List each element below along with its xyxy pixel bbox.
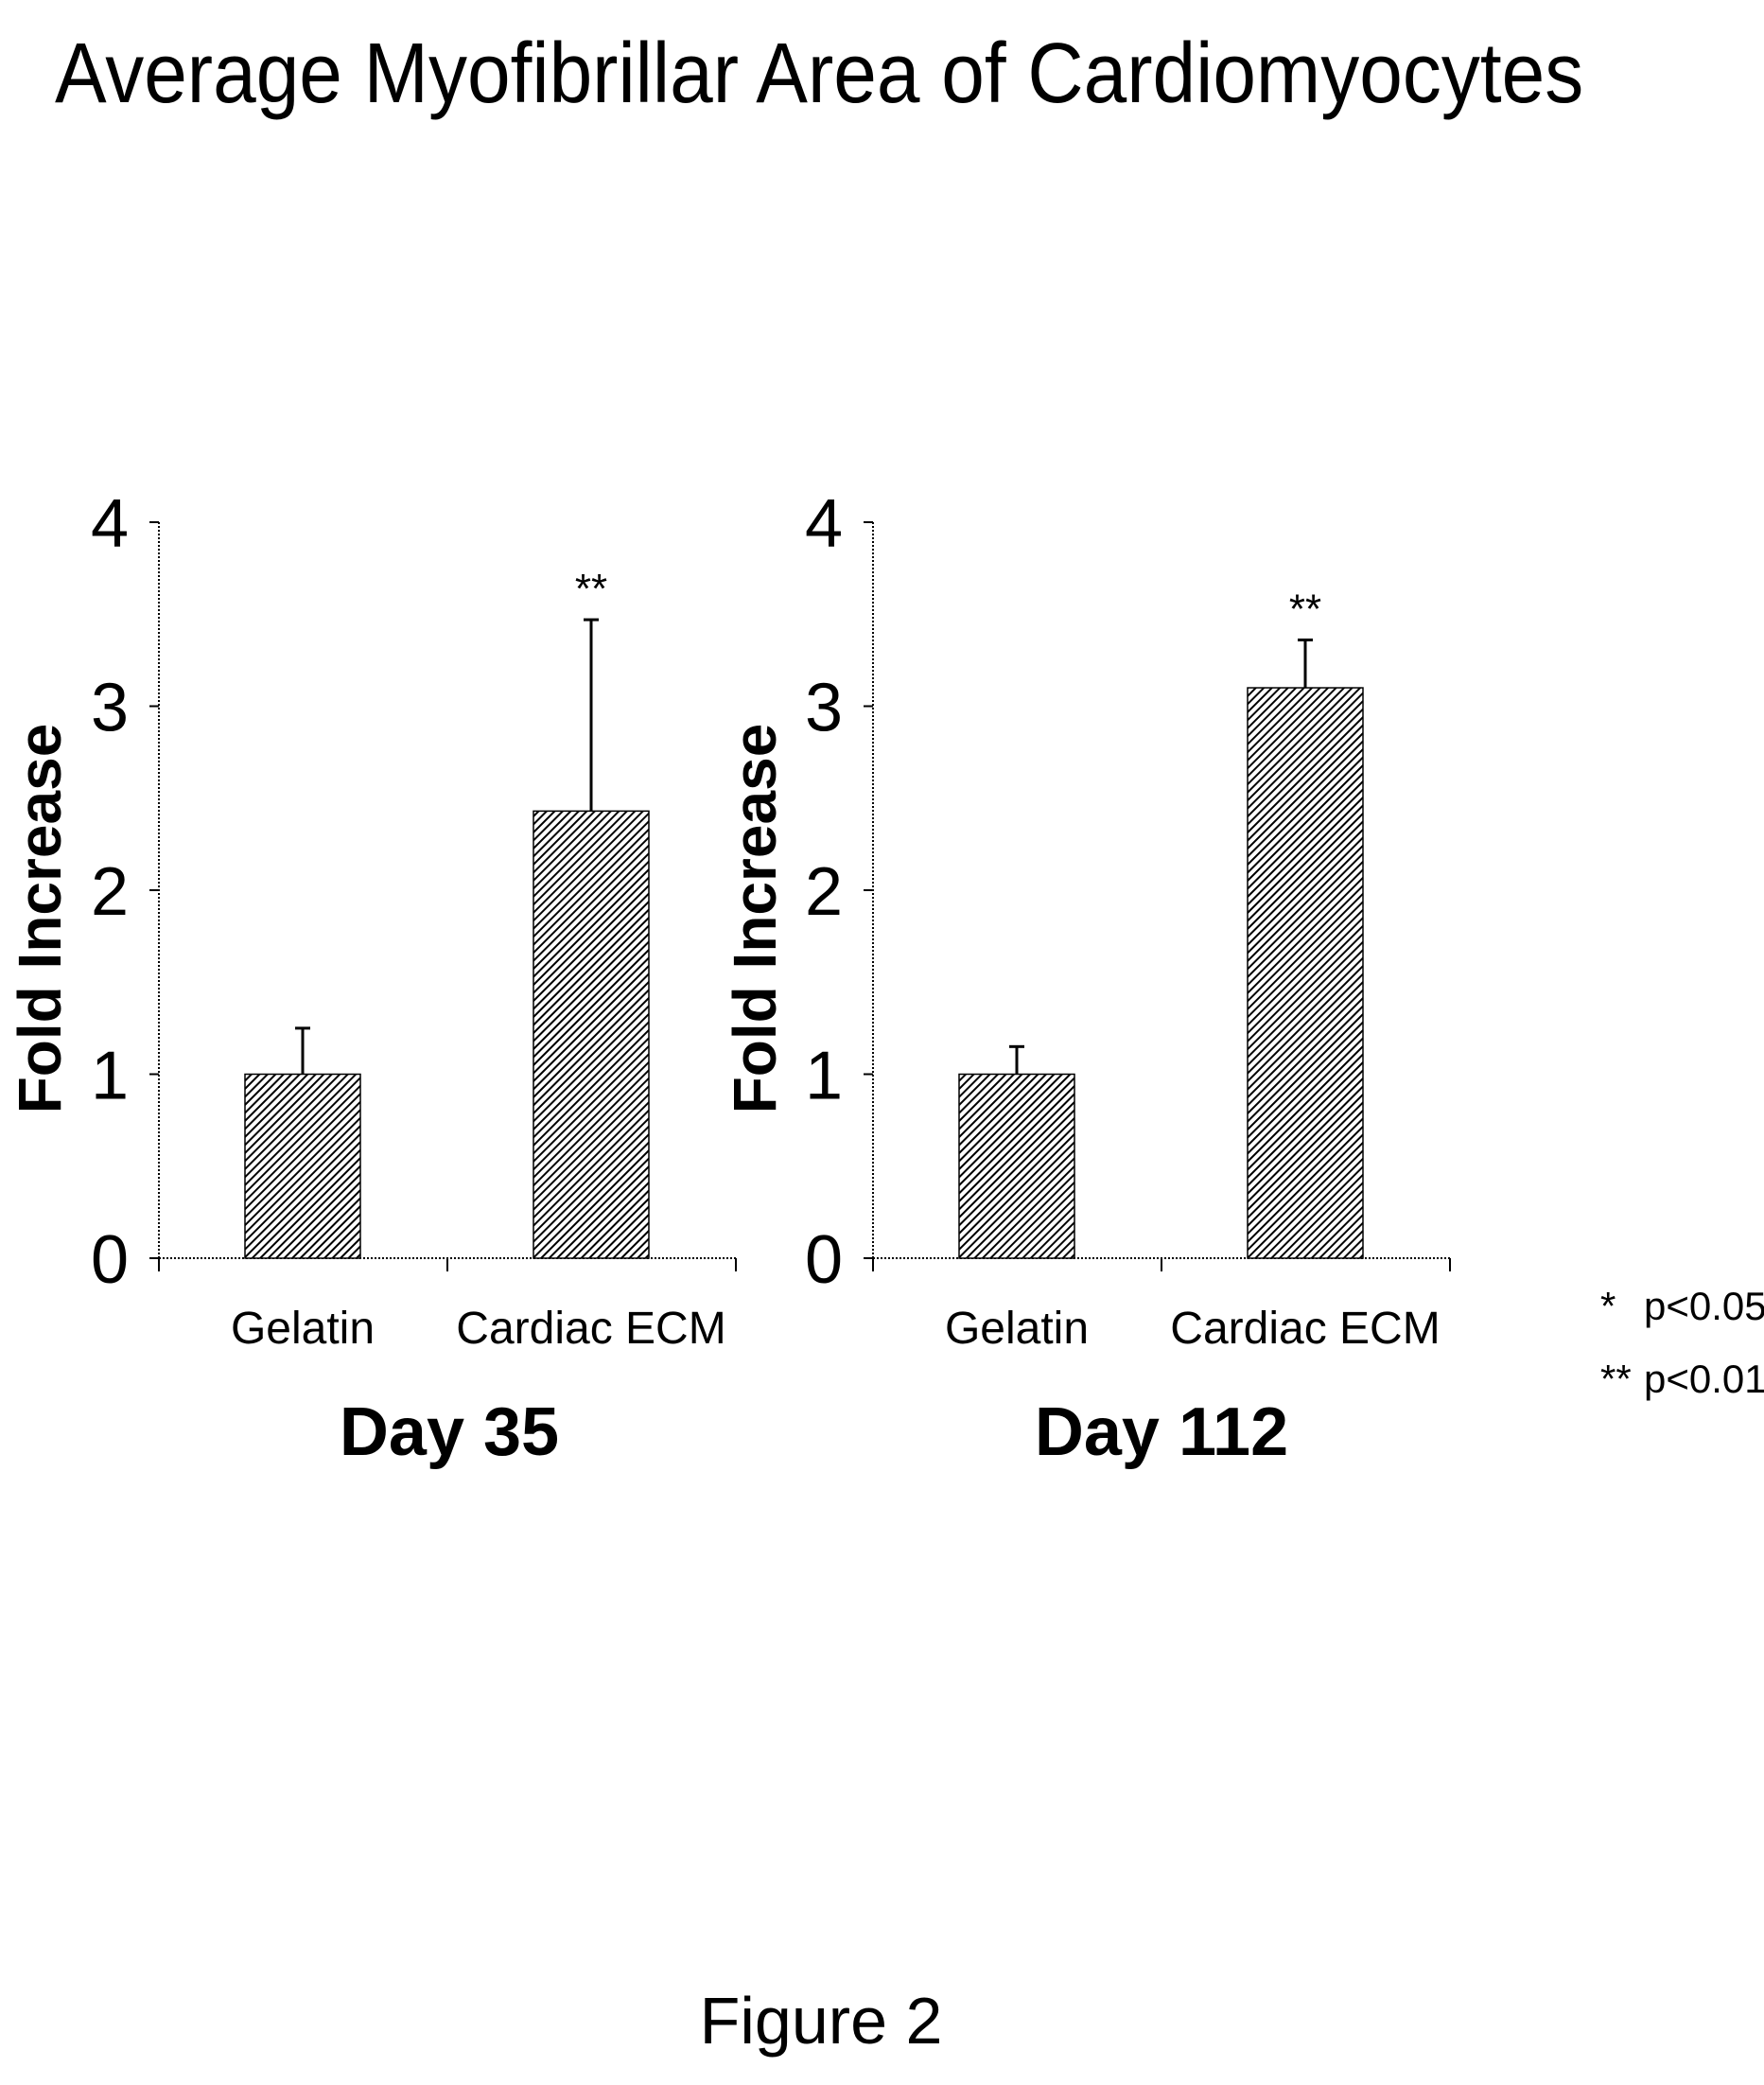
y-tick-label: 1 xyxy=(805,1039,843,1114)
y-tick-label: 3 xyxy=(805,671,843,746)
panel-title: Day 35 xyxy=(340,1394,559,1470)
legend-text-p005: p<0.05 xyxy=(1644,1284,1764,1328)
chart-panel-day-112: 0 1 2 3 4 Fold Increase Gelatin ** Cardiac ECM Da… xyxy=(721,486,1451,1470)
category-label: Cardiac ECM xyxy=(1170,1304,1440,1354)
y-tick-label: 4 xyxy=(91,486,129,562)
y-tick-label: 0 xyxy=(805,1222,843,1298)
y-tick-label: 2 xyxy=(805,854,843,930)
bar-cardiac-ecm xyxy=(1247,687,1364,1259)
figure-title: Average Myofibrillar Area of Cardiomyocy… xyxy=(55,26,1583,120)
legend-symbol-double: ** xyxy=(1600,1357,1632,1401)
chart-panel-day-35: 0 1 2 3 4 Fold Increase Gelatin ** Cardiac ECM Da… xyxy=(6,486,737,1470)
y-axis-label: Fold Increase xyxy=(721,724,789,1114)
category-label: Gelatin xyxy=(945,1304,1089,1354)
y-tick-label: 0 xyxy=(91,1222,129,1298)
y-tick-label: 2 xyxy=(91,854,129,930)
y-tick-label: 4 xyxy=(805,486,843,562)
significance-marker: ** xyxy=(1289,586,1321,632)
category-label: Gelatin xyxy=(231,1304,375,1354)
category-label: Cardiac ECM xyxy=(456,1304,725,1354)
figure-label: Figure 2 xyxy=(700,1984,943,2058)
bar-gelatin xyxy=(958,1073,1075,1259)
panel-title: Day 112 xyxy=(1035,1394,1288,1470)
legend-symbol-single: * xyxy=(1600,1284,1616,1328)
legend-text-p001: p<0.01 xyxy=(1644,1357,1764,1401)
significance-marker: ** xyxy=(575,566,607,612)
y-tick-label: 3 xyxy=(91,671,129,746)
significance-legend: * p<0.05 ** p<0.01 xyxy=(1600,1284,1764,1401)
bar-cardiac-ecm xyxy=(533,810,650,1259)
y-tick-label: 1 xyxy=(91,1039,129,1114)
bar-gelatin xyxy=(244,1073,361,1259)
y-axis-label: Fold Increase xyxy=(6,724,74,1114)
